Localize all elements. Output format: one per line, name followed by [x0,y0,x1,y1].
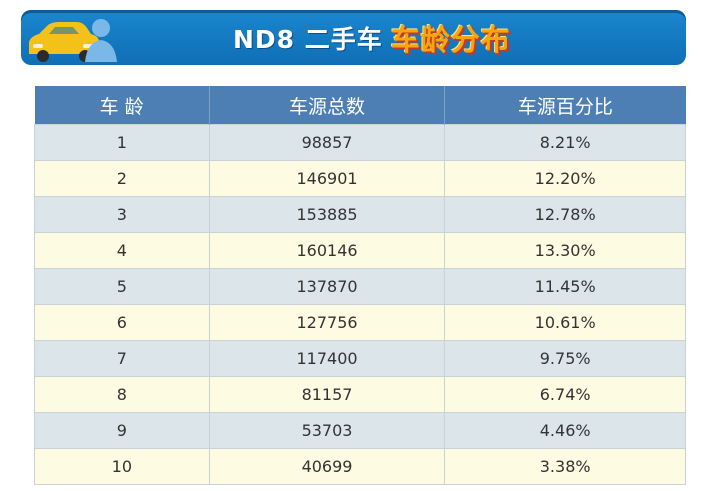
header-total-count: 车源总数 [209,86,446,125]
cell-age: 1 [34,124,210,161]
cell-percent: 12.78% [444,196,686,233]
banner-title: ND8 二手车 车龄分布 [233,20,511,57]
cell-count: 117400 [208,340,446,377]
table-row: 7 117400 9.75% [34,340,686,377]
table-row: 6 127756 10.61% [34,304,686,341]
car-person-icon [29,19,117,62]
cell-percent: 4.46% [444,412,686,449]
title-banner: ND8 二手车 车龄分布 [21,10,686,65]
table-row: 3 153885 12.78% [34,196,686,233]
table-row: 10 40699 3.38% [34,448,686,485]
table-row: 1 98857 8.21% [34,124,686,161]
title-highlight: 车龄分布 [390,23,511,57]
cell-age: 7 [34,340,210,377]
cell-count: 153885 [208,196,446,233]
cell-percent: 11.45% [444,268,686,305]
cell-count: 137870 [208,268,446,305]
table-row: 2 146901 12.20% [34,160,686,197]
table-row: 4 160146 13.30% [34,232,686,269]
cell-count: 127756 [208,304,446,341]
cell-percent: 12.20% [444,160,686,197]
cell-age: 10 [34,448,210,485]
cell-count: 40699 [208,448,446,485]
cell-count: 160146 [208,232,446,269]
cell-count: 53703 [208,412,446,449]
cell-age: 8 [34,376,210,413]
cell-percent: 9.75% [444,340,686,377]
cell-age: 9 [34,412,210,449]
cell-count: 81157 [208,376,446,413]
header-car-age: 车 龄 [34,86,210,125]
table-row: 5 137870 11.45% [34,268,686,305]
cell-percent: 10.61% [444,304,686,341]
cell-percent: 3.38% [444,448,686,485]
car-age-table: 车 龄 车源总数 车源百分比 1 98857 8.21% 2 146901 12… [34,86,686,485]
cell-count: 146901 [208,160,446,197]
table-row: 8 81157 6.74% [34,376,686,413]
cell-count: 98857 [208,124,446,161]
cell-age: 4 [34,232,210,269]
table-header-row: 车 龄 车源总数 车源百分比 [34,86,686,125]
cell-age: 6 [34,304,210,341]
cell-percent: 13.30% [444,232,686,269]
cell-age: 5 [34,268,210,305]
cell-percent: 8.21% [444,124,686,161]
table-row: 9 53703 4.46% [34,412,686,449]
cell-percent: 6.74% [444,376,686,413]
cell-age: 3 [34,196,210,233]
cell-age: 2 [34,160,210,197]
header-percentage: 车源百分比 [444,86,686,125]
title-prefix: ND8 二手车 [233,25,383,54]
